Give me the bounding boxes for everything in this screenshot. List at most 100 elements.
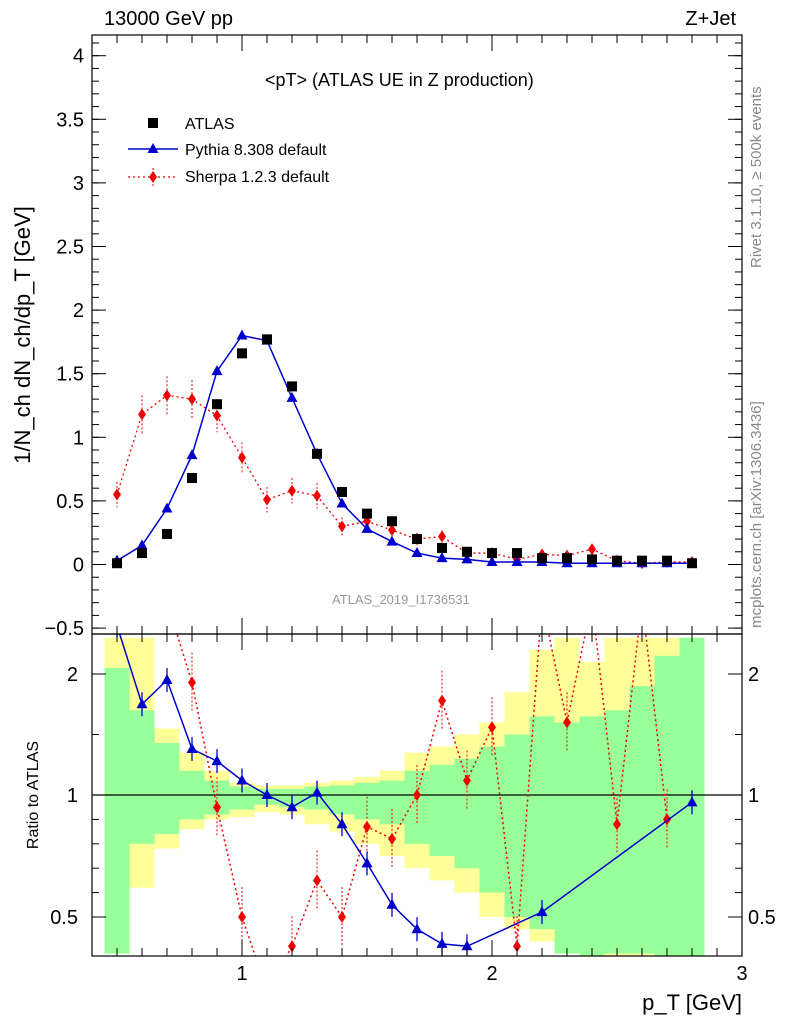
- pythia-triangle-marker: [411, 547, 423, 558]
- pythia-line: [116, 334, 692, 564]
- sherpa-diamond-marker: [213, 409, 221, 422]
- sherpa-diamond-marker: [588, 543, 596, 556]
- legend-pythia-marker: [147, 143, 159, 153]
- atlas-data-point: [137, 548, 147, 559]
- main-y-tick-label: 1.5: [56, 364, 84, 386]
- band-inner: [554, 722, 580, 954]
- atlas-data-point: [587, 554, 597, 565]
- pythia-triangle-marker: [461, 553, 473, 564]
- band-inner: [629, 686, 655, 954]
- atlas-data-point: [662, 555, 672, 566]
- legend: ATLAS Pythia 8.308 default Sherpa 1.2.3 de…: [128, 116, 330, 186]
- legend-sherpa-marker: [149, 171, 157, 183]
- pythia-triangle-marker: [361, 522, 373, 533]
- pythia-triangle-marker: [336, 497, 348, 508]
- sherpa-line: [116, 394, 692, 564]
- sherpa-diamond-marker: [438, 530, 446, 543]
- atlas-data-point: [437, 542, 447, 553]
- main-y-tick-label: 2.5: [56, 237, 84, 259]
- sherpa-diamond-marker: [288, 484, 296, 497]
- atlas-data-point: [612, 555, 622, 566]
- atlas-data-point: [412, 534, 422, 545]
- atlas-data-point: [462, 546, 472, 557]
- legend-atlas-label: ATLAS: [185, 116, 235, 133]
- uncertainty-bands: [104, 637, 705, 956]
- main-y-tick-label: 4: [73, 46, 84, 68]
- atlas-data-point: [537, 553, 547, 564]
- sherpa-diamond-marker: [238, 451, 246, 464]
- ratio-x-axis-label: p_T [GeV]: [642, 990, 742, 1015]
- pythia-triangle-marker: [286, 391, 298, 402]
- ratio-y-tick-label: 1: [67, 785, 78, 807]
- ratio-y-tick-label: 0.5: [50, 907, 78, 929]
- ratio-line-diamond: [176, 634, 668, 956]
- atlas-data-point: [187, 473, 197, 484]
- main-panel: [111, 329, 698, 570]
- pythia-triangle-marker: [486, 555, 498, 566]
- rivet-label: Rivet 3.1.10, ≥ 500k events: [748, 86, 765, 268]
- legend-pythia-label: Pythia 8.308 default: [185, 142, 327, 159]
- band-inner: [229, 786, 255, 810]
- ratio-y-tick-label-right: 1: [748, 785, 759, 807]
- band-inner: [329, 785, 355, 815]
- ratio-panel: [92, 634, 742, 956]
- pythia-triangle-marker: [211, 365, 223, 376]
- pythia-triangle-marker: [186, 449, 198, 460]
- main-y-axis-label: 1/N_ch dN_ch/dp_T [GeV]: [10, 206, 35, 464]
- band-inner: [529, 716, 555, 930]
- sherpa-diamond-marker: [188, 393, 196, 406]
- atlas-data-point: [637, 555, 647, 566]
- ratio-x-tick-label: 2: [486, 963, 497, 985]
- band-inner: [104, 667, 130, 954]
- pythia-triangle-marker: [236, 329, 248, 340]
- pythia-triangle-marker: [136, 539, 148, 550]
- analysis-watermark: ATLAS_2019_I1736531: [332, 592, 470, 607]
- mcplots-label: mcplots.cern.ch [arXiv:1306.3436]: [748, 401, 765, 628]
- ratio-x-tick-label: 1: [236, 963, 247, 985]
- ratio-y-tick-label-right: 2: [748, 664, 759, 686]
- atlas-data-point: [687, 558, 697, 569]
- energy-label: 13000 GeV pp: [104, 8, 233, 30]
- ratio-x-tick-label: 3: [736, 963, 747, 985]
- atlas-data-point: [262, 334, 272, 345]
- atlas-data-point: [487, 548, 497, 559]
- sherpa-diamond-marker: [113, 488, 121, 501]
- axes: −0.5 0 0.5 1 1.5 2 2.5 3 3.5 4 1 2 3 0.5 0.5 1 1 2 2 1/N_ch…: [10, 34, 776, 1015]
- atlas-data-point: [112, 558, 122, 569]
- pythia-triangle-marker: [511, 555, 523, 566]
- atlas-data-point: [312, 448, 322, 459]
- pythia-triangle-marker: [161, 502, 173, 513]
- legend-sherpa-label: Sherpa 1.2.3 default: [185, 169, 330, 186]
- band-inner: [154, 742, 180, 835]
- sherpa-diamond-marker: [313, 489, 321, 502]
- process-label: Z+Jet: [685, 8, 736, 30]
- atlas-data-point: [562, 553, 572, 564]
- sherpa-diamond-marker: [388, 524, 396, 537]
- band-inner: [129, 710, 155, 844]
- main-y-tick-label: 2: [73, 300, 84, 322]
- ratio-y-tick-label: 2: [67, 664, 78, 686]
- main-y-tick-label: 3.5: [56, 109, 84, 131]
- main-y-tick-label: 1: [73, 427, 84, 449]
- legend-atlas-marker: [148, 118, 158, 128]
- ratio-y-tick-label-right: 0.5: [748, 907, 776, 929]
- ratio-series: [116, 634, 698, 956]
- atlas-data-point: [237, 348, 247, 359]
- sherpa-diamond-marker: [338, 520, 346, 533]
- band-inner: [579, 716, 605, 956]
- main-y-tick-label: 3: [73, 173, 84, 195]
- chart-title: <pT> (ATLAS UE in Z production): [265, 70, 534, 90]
- ratio-y-axis-label: Ratio to ATLAS: [25, 741, 42, 849]
- pythia-triangle-marker: [436, 552, 448, 563]
- band-inner: [429, 764, 455, 856]
- sherpa-diamond-marker: [138, 408, 146, 421]
- atlas-data-point: [162, 528, 172, 539]
- atlas-data-point: [387, 516, 397, 527]
- atlas-data-point: [212, 399, 222, 410]
- band-inner: [479, 746, 505, 893]
- atlas-data-point: [287, 381, 297, 392]
- main-y-tick-label: 0.5: [56, 491, 84, 513]
- atlas-data-point: [362, 508, 372, 519]
- sherpa-diamond-marker: [163, 389, 171, 402]
